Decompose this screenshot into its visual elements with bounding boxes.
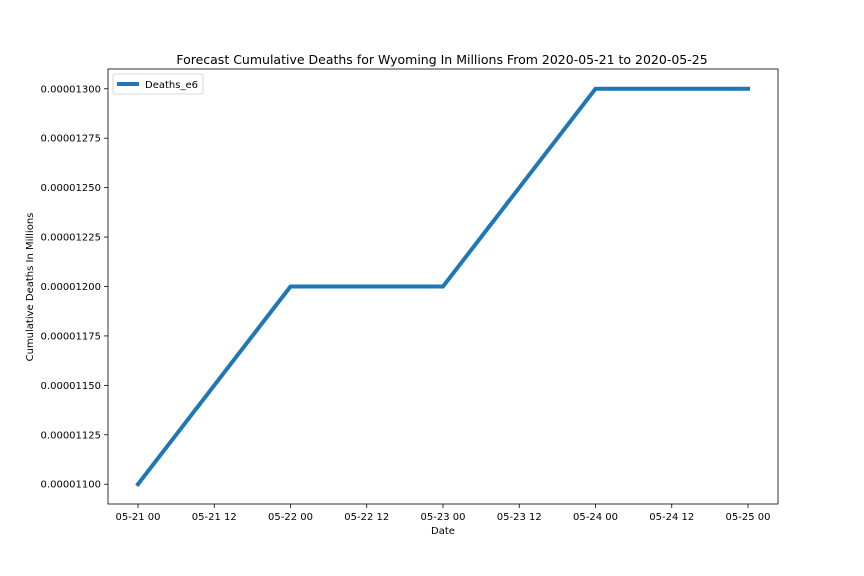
legend-box [112, 73, 204, 95]
x-tick-label: 05-22 12 [344, 512, 389, 523]
x-tick-label: 05-24 12 [649, 512, 694, 523]
y-tick-label: 0.00001225 [41, 233, 101, 244]
x-tick-label: 05-22 00 [268, 512, 313, 523]
y-axis-label: Cumulative Deaths In Millions [25, 213, 36, 362]
x-axis: 05-21 00 05-21 12 05-22 00 05-22 12 05-23 00… [116, 504, 771, 523]
series-layer [135, 86, 750, 488]
x-tick-label: 05-23 00 [421, 512, 466, 523]
x-tick-label: 05-24 00 [573, 512, 618, 523]
y-tick-label: 0.00001175 [41, 331, 101, 342]
legend: Deaths_e6 [112, 73, 204, 95]
x-tick-label: 05-23 12 [497, 512, 542, 523]
y-tick-label: 0.00001150 [41, 381, 101, 392]
y-tick-label: 0.00001250 [41, 183, 101, 194]
x-tick-label: 05-21 00 [116, 512, 161, 523]
x-axis-label: Date [431, 526, 455, 537]
y-axis: 0.00001100 0.00001125 0.00001150 0.00001175… [41, 84, 108, 491]
y-tick-label: 0.00001200 [41, 282, 101, 293]
plot-area: 0.00001100 0.00001125 0.00001150 0.00001175… [41, 68, 779, 523]
y-tick-label: 0.00001275 [41, 134, 101, 145]
chart-title: Forecast Cumulative Deaths for Wyoming I… [176, 52, 707, 67]
y-tick-label: 0.00001100 [41, 480, 101, 491]
series-line [135, 86, 750, 488]
y-tick-label: 0.00001125 [41, 430, 101, 441]
y-tick-label: 0.00001300 [41, 84, 101, 95]
x-tick-label: 05-21 12 [192, 512, 237, 523]
x-tick-label: 05-25 00 [726, 512, 771, 523]
legend-label: Deaths_e6 [145, 80, 198, 91]
